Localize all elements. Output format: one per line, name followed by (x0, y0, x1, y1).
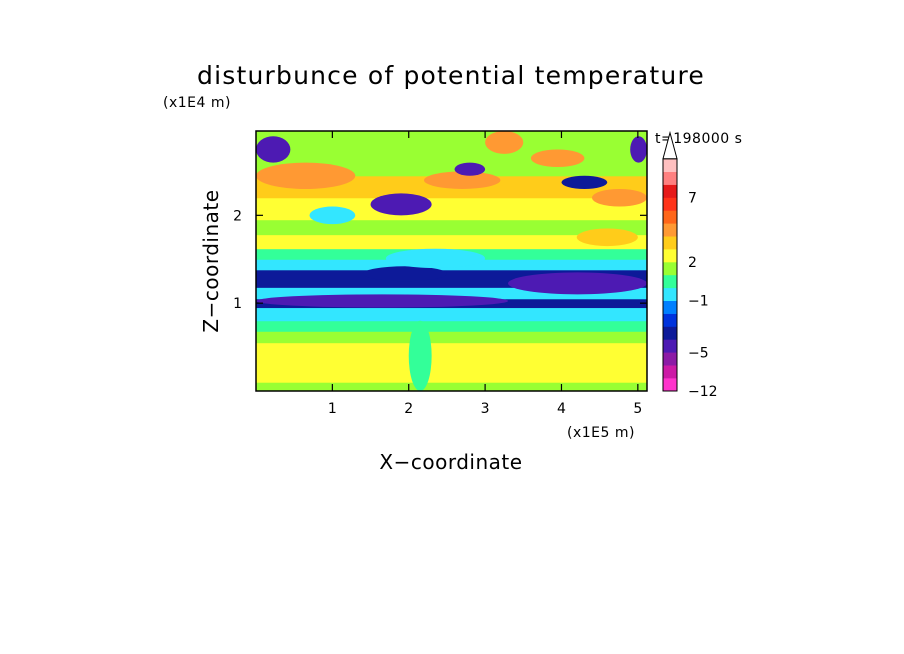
x-axis-label: X−coordinate (379, 450, 522, 474)
band-11 (256, 219, 647, 236)
x-tick-label: 5 (633, 401, 642, 417)
x-axis-unit: (x1E5 m) (567, 425, 635, 441)
x-tick-label: 3 (481, 401, 490, 417)
colorbar-cell (663, 210, 677, 224)
band-10 (256, 234, 647, 250)
y-axis-unit: (x1E4 m) (163, 95, 231, 111)
feature-5 (309, 206, 356, 225)
colorbar-cell (663, 197, 677, 211)
band-0 (256, 382, 647, 391)
feature-13 (630, 136, 647, 163)
band-4 (256, 307, 647, 322)
feature-11 (576, 228, 638, 247)
feature-16 (485, 131, 524, 154)
colorbar-label: −5 (688, 345, 709, 361)
colorbar-cell (663, 171, 677, 185)
colorbar-cell (663, 184, 677, 198)
x-axis: 1 2 3 4 5 (328, 131, 642, 417)
feature-4 (256, 162, 356, 189)
colorbar-cell (663, 158, 677, 172)
y-tick-label: 1 (233, 296, 242, 312)
colorbar-cell (663, 300, 677, 314)
band-6 (256, 287, 647, 300)
time-label: t=198000 s (655, 131, 742, 147)
chart-title: disturbunce of potential temperature (197, 61, 705, 90)
colorbar-cell (663, 262, 677, 276)
colorbar-cell (663, 339, 677, 353)
colorbar: 7 2 −1 −5 −12 (662, 130, 718, 400)
colorbar-cell (663, 378, 677, 392)
feature-3 (385, 248, 486, 269)
colorbar-cell (663, 223, 677, 237)
y-axis-label: Z−coordinate (199, 189, 223, 332)
colorbar-label: 7 (688, 191, 697, 207)
colorbar-cell (663, 313, 677, 327)
feature-15 (408, 320, 432, 391)
colorbar-label: 2 (688, 255, 697, 271)
x-tick-label: 4 (557, 401, 566, 417)
y-axis: 12 (233, 208, 647, 312)
feature-0 (256, 294, 509, 308)
feature-2 (362, 266, 447, 282)
colorbar-cell (663, 274, 677, 289)
y-tick-label: 2 (233, 208, 242, 224)
contour-field (256, 131, 647, 391)
feature-9 (530, 149, 585, 168)
colorbar-cell (663, 236, 677, 250)
colorbar-label: −1 (688, 294, 709, 310)
colorbar-cell (663, 249, 677, 263)
feature-6 (370, 193, 432, 216)
colorbar-cell (663, 287, 677, 301)
band-2 (256, 331, 647, 344)
feature-7 (424, 171, 501, 189)
feature-8 (454, 162, 486, 176)
band-3 (256, 320, 647, 332)
feature-14 (256, 136, 291, 163)
plot-frame (255, 130, 648, 392)
x-tick-label: 2 (404, 401, 413, 417)
colorbar-label: −12 (688, 384, 718, 400)
feature-10 (561, 175, 608, 189)
colorbar-cell (663, 352, 677, 366)
colorbar-cell (663, 365, 677, 379)
feature-12 (592, 188, 647, 207)
band-1 (256, 342, 647, 383)
feature-1 (508, 272, 647, 295)
colorbar-extend-arrow (662, 130, 678, 160)
x-tick-label: 1 (328, 401, 337, 417)
colorbar-cell (663, 326, 677, 340)
